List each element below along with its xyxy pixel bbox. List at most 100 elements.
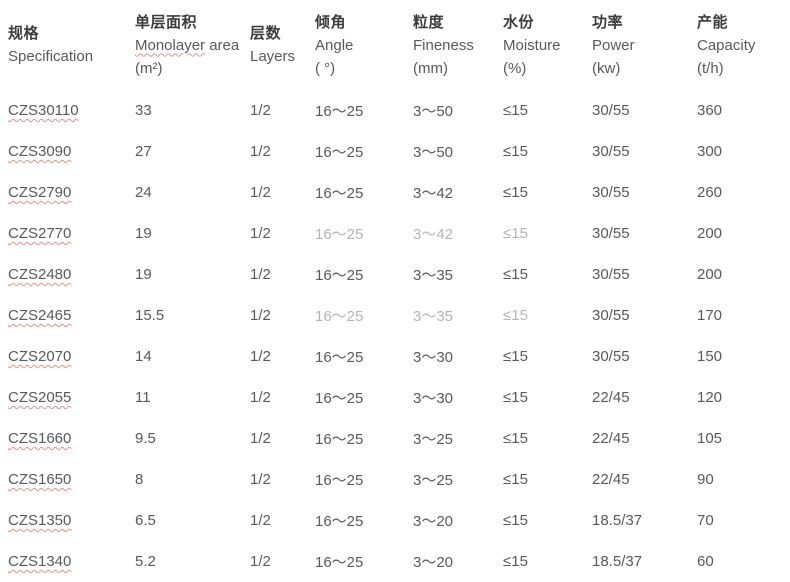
cell-fineness: 3～25: [405, 459, 495, 500]
column-header-power: 功率 Power (kw): [584, 0, 689, 90]
cell-value: 8: [135, 471, 144, 488]
cell-value: ≤15: [503, 512, 528, 529]
cell-value: ≤15: [503, 430, 528, 447]
cell-value: ≤15: [503, 184, 528, 201]
cell-power: 30/55: [584, 90, 689, 131]
cell-value: 3～42: [413, 185, 454, 202]
column-title-zh: 粒度: [413, 13, 445, 31]
cell-spec: CZS2790: [0, 172, 127, 213]
cell-moisture: ≤15: [495, 254, 584, 295]
column-unit: (m²): [135, 59, 163, 77]
cell-fineness: 3～50: [405, 131, 495, 172]
column-title-en: Monolayer area: [135, 34, 242, 57]
spec-code: CZS1650: [8, 471, 72, 488]
cell-value: ≤15: [503, 143, 528, 160]
cell-angle: 16～25: [307, 213, 405, 254]
cell-value: 16～25: [315, 267, 364, 284]
cell-value: 3～42: [413, 226, 454, 243]
cell-value: 16～25: [315, 226, 364, 243]
cell-layers: 1/2: [242, 377, 307, 418]
cell-moisture: ≤15: [495, 336, 584, 377]
table-row: CZS2055 11 1/2 16～25 3～30 ≤15 22/45 120: [0, 377, 790, 418]
cell-value: 14: [135, 348, 152, 365]
cell-capacity: 90: [689, 459, 790, 500]
cell-value: 170: [697, 307, 723, 324]
cell-value: ≤15: [503, 307, 528, 324]
cell-capacity: 360: [689, 90, 790, 131]
table-row: CZS2070 14 1/2 16～25 3～30 ≤15 30/55 150: [0, 336, 790, 377]
cell-spec: CZS2480: [0, 254, 127, 295]
cell-fineness: 3～30: [405, 377, 495, 418]
cell-moisture: ≤15: [495, 377, 584, 418]
cell-angle: 16～25: [307, 90, 405, 131]
cell-value: ≤15: [503, 102, 528, 119]
cell-value: 3～20: [413, 554, 454, 571]
cell-value: 16～25: [315, 349, 364, 366]
cell-value: 5.2: [135, 553, 156, 570]
cell-value: 3～25: [413, 431, 454, 448]
cell-moisture: ≤15: [495, 459, 584, 500]
cell-angle: 16～25: [307, 500, 405, 541]
cell-value: 22/45: [592, 471, 630, 488]
cell-value: 22/45: [592, 430, 630, 447]
column-title-en: Fineness: [413, 36, 474, 54]
cell-value: 3～35: [413, 308, 454, 325]
cell-layers: 1/2: [242, 254, 307, 295]
cell-value: 60: [697, 553, 714, 570]
cell-power: 22/45: [584, 459, 689, 500]
cell-value: 6.5: [135, 512, 156, 529]
spellcheck-squiggle: Monolayer: [135, 36, 206, 54]
spec-code: CZS30110: [8, 102, 79, 119]
column-title-zh: 功率: [592, 13, 624, 31]
cell-value: 105: [697, 430, 723, 447]
cell-moisture: ≤15: [495, 295, 584, 336]
cell-value: 70: [697, 512, 714, 529]
cell-capacity: 120: [689, 377, 790, 418]
cell-value: 1/2: [250, 389, 271, 406]
spec-code: CZS3090: [8, 143, 72, 160]
cell-value: 360: [697, 102, 723, 119]
cell-value: ≤15: [503, 389, 528, 406]
cell-value: 33: [135, 102, 152, 119]
cell-fineness: 3～30: [405, 336, 495, 377]
cell-capacity: 70: [689, 500, 790, 541]
column-title-zh: 单层面积: [135, 13, 198, 31]
cell-spec: CZS2770: [0, 213, 127, 254]
column-title-zh: 层数: [250, 25, 282, 42]
table-row: CZS1350 6.5 1/2 16～25 3～20 ≤15 18.5/37 70: [0, 500, 790, 541]
cell-capacity: 150: [689, 336, 790, 377]
column-title-zh: 规格: [8, 25, 40, 42]
cell-power: 30/55: [584, 295, 689, 336]
cell-power: 18.5/37: [584, 541, 689, 582]
column-title-en: Capacity: [697, 36, 756, 54]
cell-capacity: 60: [689, 541, 790, 582]
table-row: CZS2770 19 1/2 16～25 3～42 ≤15 30/55 200: [0, 213, 790, 254]
cell-value: 1/2: [250, 430, 271, 447]
cell-power: 30/55: [584, 336, 689, 377]
column-title-zh: 倾角: [315, 13, 347, 31]
cell-value: 16～25: [315, 308, 364, 325]
spec-code: CZS2480: [8, 266, 72, 283]
cell-moisture: ≤15: [495, 172, 584, 213]
cell-moisture: ≤15: [495, 418, 584, 459]
cell-value: 16～25: [315, 185, 364, 202]
table-row: CZS1660 9.5 1/2 16～25 3～25 ≤15 22/45 105: [0, 418, 790, 459]
cell-value: 200: [697, 225, 723, 242]
cell-value: 27: [135, 143, 152, 160]
cell-monolayer: 14: [127, 336, 242, 377]
cell-monolayer: 19: [127, 213, 242, 254]
cell-value: ≤15: [503, 225, 528, 242]
cell-angle: 16～25: [307, 131, 405, 172]
cell-monolayer: 6.5: [127, 500, 242, 541]
cell-fineness: 3～35: [405, 295, 495, 336]
cell-monolayer: 15.5: [127, 295, 242, 336]
cell-monolayer: 11: [127, 377, 242, 418]
cell-spec: CZS1340: [0, 541, 127, 582]
cell-value: 30/55: [592, 184, 630, 201]
column-title-en-rest: area: [205, 36, 240, 54]
column-header-spec: 规格 Specification: [0, 0, 127, 90]
column-title-en: Specification: [8, 48, 94, 65]
cell-monolayer: 24: [127, 172, 242, 213]
cell-monolayer: 8: [127, 459, 242, 500]
